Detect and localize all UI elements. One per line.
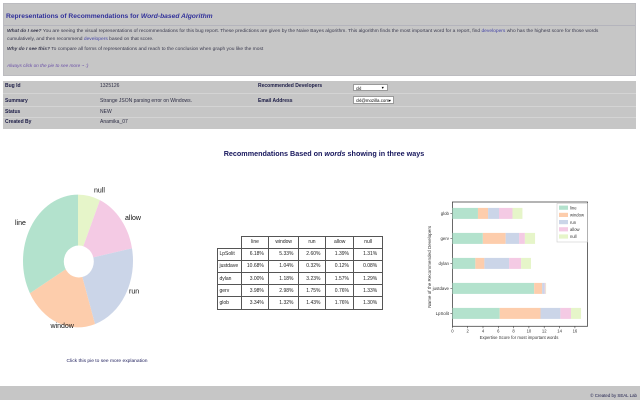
svg-text:2: 2 xyxy=(467,329,470,334)
svg-text:run: run xyxy=(129,289,139,296)
svg-text:window: window xyxy=(570,213,585,218)
svg-text:null: null xyxy=(94,188,105,195)
svg-text:allow: allow xyxy=(125,215,142,222)
svg-text:LpSolit: LpSolit xyxy=(436,311,450,316)
svg-text:14: 14 xyxy=(557,329,562,334)
svg-text:Expertise Score for most impor: Expertise Score for most important words xyxy=(480,335,559,340)
svg-text:allow: allow xyxy=(570,227,581,232)
svg-text:window: window xyxy=(50,323,75,330)
svg-text:dylan: dylan xyxy=(439,261,450,266)
svg-text:10: 10 xyxy=(527,329,532,334)
svg-text:glob: glob xyxy=(441,211,450,216)
svg-text:line: line xyxy=(15,220,26,227)
svg-text:16: 16 xyxy=(573,329,578,334)
svg-text:4: 4 xyxy=(482,329,485,334)
svg-text:line: line xyxy=(570,205,577,210)
svg-text:justdave: justdave xyxy=(432,286,450,291)
svg-text:Name of the Recommended Develo: Name of the Recommended Developers xyxy=(427,225,432,308)
svg-text:12: 12 xyxy=(542,329,547,334)
svg-text:6: 6 xyxy=(497,329,500,334)
svg-text:run: run xyxy=(570,220,577,225)
svg-text:8: 8 xyxy=(512,329,515,334)
svg-text:null: null xyxy=(570,234,577,239)
svg-text:0: 0 xyxy=(451,329,454,334)
svg-text:gerv: gerv xyxy=(440,236,449,241)
